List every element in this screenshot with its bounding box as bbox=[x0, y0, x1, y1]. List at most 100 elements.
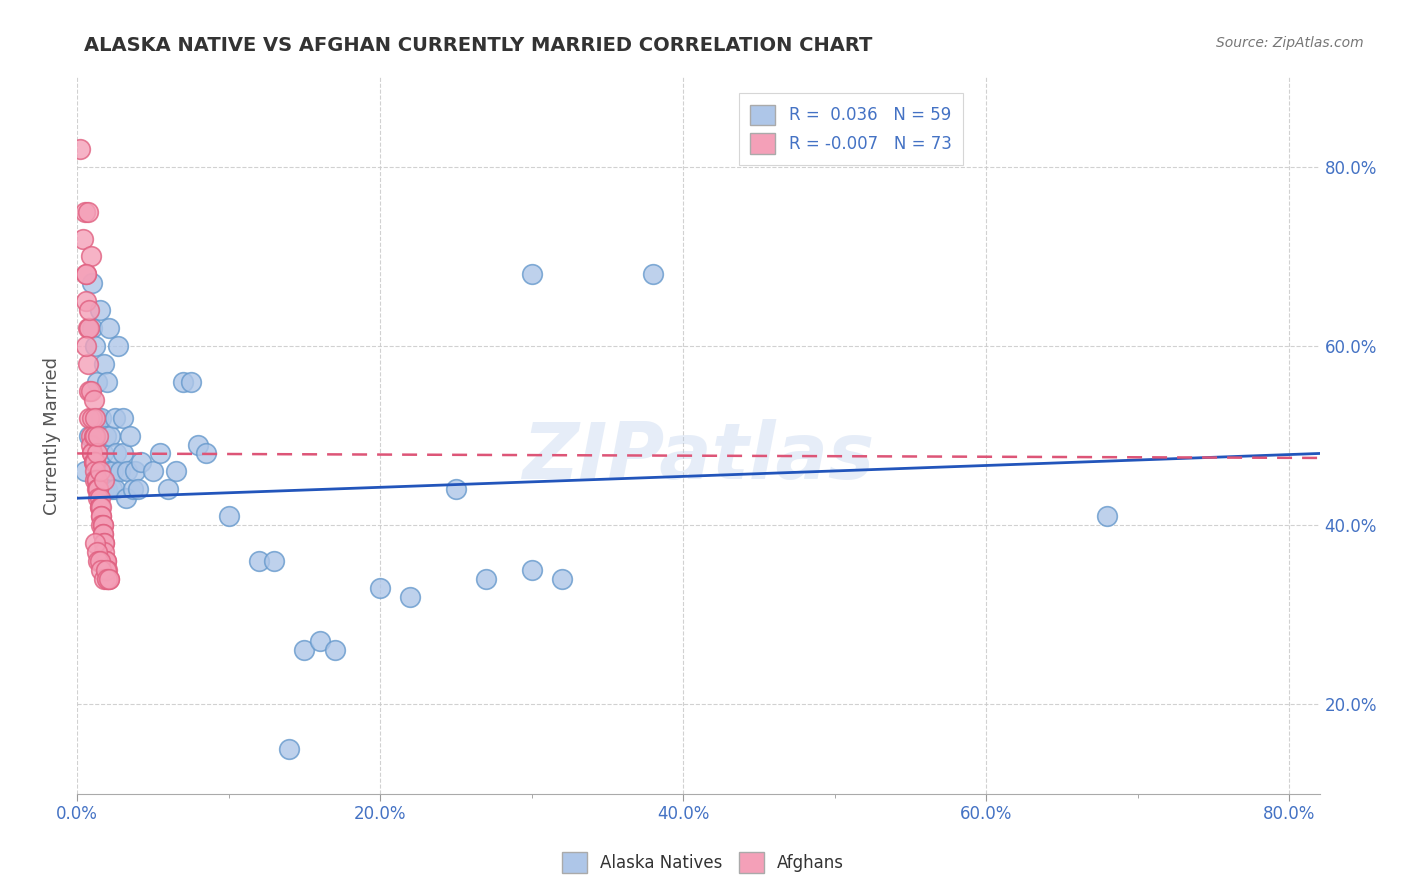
Point bbox=[156, 483, 179, 497]
Point bbox=[84, 428, 107, 442]
Y-axis label: Currently Married: Currently Married bbox=[44, 357, 60, 515]
Point bbox=[90, 509, 112, 524]
Point bbox=[94, 563, 117, 577]
Point bbox=[73, 204, 96, 219]
Point bbox=[84, 339, 107, 353]
Point bbox=[93, 545, 115, 559]
Text: Source: ZipAtlas.com: Source: ZipAtlas.com bbox=[1216, 36, 1364, 50]
Point bbox=[82, 446, 104, 460]
Point bbox=[82, 446, 104, 460]
Point bbox=[73, 464, 96, 478]
Point bbox=[247, 554, 270, 568]
Point bbox=[82, 410, 104, 425]
Point bbox=[76, 357, 98, 371]
Point bbox=[86, 545, 108, 559]
Point bbox=[105, 446, 128, 460]
Point bbox=[90, 500, 112, 515]
Point bbox=[107, 339, 129, 353]
Point bbox=[165, 464, 187, 478]
Point bbox=[129, 455, 152, 469]
Point bbox=[90, 509, 112, 524]
Point bbox=[82, 321, 104, 335]
Point bbox=[87, 554, 110, 568]
Point bbox=[96, 572, 118, 586]
Legend: Alaska Natives, Afghans: Alaska Natives, Afghans bbox=[555, 846, 851, 880]
Point bbox=[142, 464, 165, 478]
Point bbox=[76, 321, 98, 335]
Point bbox=[399, 590, 422, 604]
Point bbox=[103, 464, 125, 478]
Point bbox=[444, 483, 467, 497]
Point bbox=[86, 473, 108, 487]
Point bbox=[89, 500, 111, 515]
Point bbox=[97, 572, 120, 586]
Point bbox=[187, 437, 209, 451]
Point bbox=[111, 410, 134, 425]
Point bbox=[77, 410, 100, 425]
Point bbox=[323, 643, 346, 657]
Point bbox=[122, 483, 145, 497]
Point bbox=[641, 268, 664, 282]
Point bbox=[93, 357, 115, 371]
Point bbox=[94, 554, 117, 568]
Point bbox=[91, 527, 114, 541]
Text: ZIPatlas: ZIPatlas bbox=[522, 419, 875, 495]
Point bbox=[89, 491, 111, 506]
Point bbox=[86, 375, 108, 389]
Point bbox=[87, 483, 110, 497]
Point bbox=[93, 536, 115, 550]
Point bbox=[218, 509, 240, 524]
Point bbox=[149, 446, 172, 460]
Point bbox=[83, 455, 105, 469]
Point bbox=[96, 572, 118, 586]
Point bbox=[87, 410, 110, 425]
Point bbox=[263, 554, 285, 568]
Point bbox=[75, 268, 97, 282]
Point bbox=[111, 446, 134, 460]
Point bbox=[368, 581, 391, 595]
Point bbox=[96, 563, 118, 577]
Point bbox=[97, 321, 120, 335]
Point bbox=[96, 483, 118, 497]
Point bbox=[91, 446, 114, 460]
Point bbox=[127, 483, 149, 497]
Point bbox=[91, 518, 114, 533]
Point bbox=[308, 634, 330, 648]
Point bbox=[100, 428, 122, 442]
Point bbox=[80, 384, 103, 398]
Point bbox=[114, 491, 136, 506]
Point bbox=[87, 483, 110, 497]
Point bbox=[83, 455, 105, 469]
Point bbox=[86, 446, 108, 460]
Point bbox=[101, 483, 124, 497]
Point bbox=[86, 473, 108, 487]
Point bbox=[108, 464, 131, 478]
Point bbox=[84, 455, 107, 469]
Point bbox=[77, 384, 100, 398]
Point bbox=[94, 428, 117, 442]
Point bbox=[89, 464, 111, 478]
Point bbox=[194, 446, 217, 460]
Point bbox=[77, 303, 100, 318]
Point bbox=[83, 392, 105, 407]
Text: ALASKA NATIVE VS AFGHAN CURRENTLY MARRIED CORRELATION CHART: ALASKA NATIVE VS AFGHAN CURRENTLY MARRIE… bbox=[84, 36, 873, 54]
Point bbox=[90, 518, 112, 533]
Point bbox=[93, 572, 115, 586]
Point bbox=[1097, 509, 1119, 524]
Point bbox=[520, 268, 543, 282]
Point bbox=[72, 231, 94, 245]
Point bbox=[96, 375, 118, 389]
Point bbox=[84, 536, 107, 550]
Point bbox=[90, 410, 112, 425]
Point bbox=[93, 554, 115, 568]
Point bbox=[292, 643, 315, 657]
Point bbox=[115, 464, 138, 478]
Point bbox=[89, 455, 111, 469]
Point bbox=[91, 518, 114, 533]
Point bbox=[77, 428, 100, 442]
Point bbox=[93, 483, 115, 497]
Point bbox=[551, 572, 574, 586]
Point bbox=[90, 563, 112, 577]
Point bbox=[80, 250, 103, 264]
Point bbox=[82, 277, 104, 291]
